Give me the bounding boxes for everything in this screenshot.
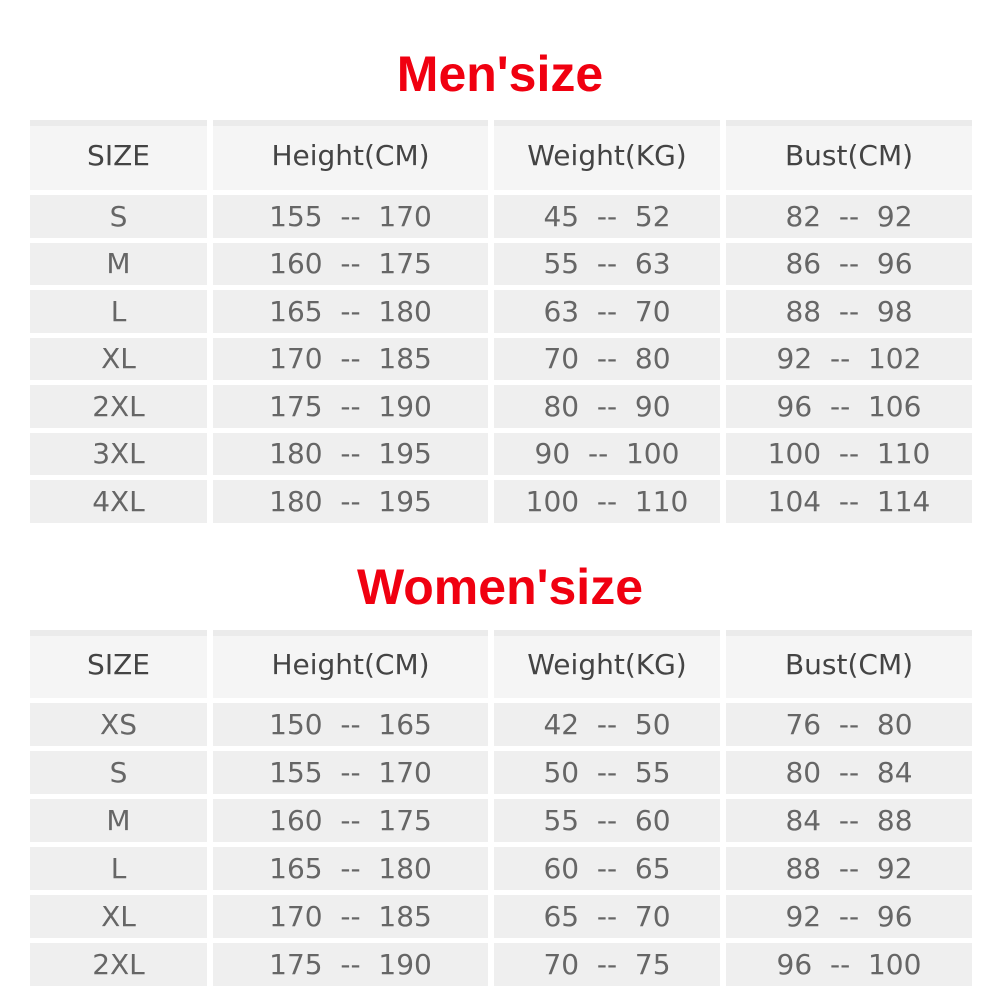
header-cell: SIZE [30, 630, 207, 698]
table-cell: 60 -- 65 [494, 847, 720, 890]
table-cell: 155 -- 170 [213, 751, 488, 794]
table-cell: L [30, 847, 207, 890]
table-cell: 70 -- 80 [494, 337, 720, 380]
table-cell: 88 -- 92 [726, 847, 972, 890]
table-cell: 4XL [30, 480, 207, 523]
header-cell: SIZE [30, 120, 207, 190]
table-cell: 104 -- 114 [726, 480, 972, 523]
table-cell: 165 -- 180 [213, 290, 488, 333]
table-cell: S [30, 751, 207, 794]
men-size-table: SIZE Height(CM) Weight(KG) Bust(CM) S 155 -- … [30, 120, 972, 528]
table-cell: 2XL [30, 943, 207, 986]
table-cell: 90 -- 100 [494, 432, 720, 475]
table-cell: 55 -- 60 [494, 799, 720, 842]
table-cell: 160 -- 175 [213, 242, 488, 285]
table-cell: 65 -- 70 [494, 895, 720, 938]
table-row: 2XL 175 -- 190 70 -- 75 96 -- 100 [30, 943, 972, 986]
table-cell: 96 -- 106 [726, 385, 972, 428]
table-cell: L [30, 290, 207, 333]
table-row: 2XL 175 -- 190 80 -- 90 96 -- 106 [30, 385, 972, 428]
table-cell: 76 -- 80 [726, 703, 972, 746]
header-row: SIZE Height(CM) Weight(KG) Bust(CM) [30, 630, 972, 698]
table-cell: 86 -- 96 [726, 242, 972, 285]
table-cell: 55 -- 63 [494, 242, 720, 285]
table-cell: 150 -- 165 [213, 703, 488, 746]
header-cell: Bust(CM) [726, 630, 972, 698]
table-cell: M [30, 242, 207, 285]
table-row: XL 170 -- 185 65 -- 70 92 -- 96 [30, 895, 972, 938]
table-cell: 42 -- 50 [494, 703, 720, 746]
table-row: L 165 -- 180 60 -- 65 88 -- 92 [30, 847, 972, 890]
table-row: 3XL 180 -- 195 90 -- 100 100 -- 110 [30, 432, 972, 475]
table-cell: 160 -- 175 [213, 799, 488, 842]
table-cell: 175 -- 190 [213, 943, 488, 986]
table-cell: 80 -- 84 [726, 751, 972, 794]
women-size-title: Women'size [356, 559, 644, 615]
table-cell: 100 -- 110 [726, 432, 972, 475]
header-cell: Bust(CM) [726, 120, 972, 190]
table-cell: S [30, 195, 207, 238]
women-size-table: SIZE Height(CM) Weight(KG) Bust(CM) XS 150 --… [30, 630, 972, 991]
table-cell: 45 -- 52 [494, 195, 720, 238]
table-cell: 165 -- 180 [213, 847, 488, 890]
table-cell: 92 -- 96 [726, 895, 972, 938]
table-cell: 50 -- 55 [494, 751, 720, 794]
table-row: S 155 -- 170 50 -- 55 80 -- 84 [30, 751, 972, 794]
table-cell: 170 -- 185 [213, 895, 488, 938]
table-cell: 70 -- 75 [494, 943, 720, 986]
table-cell: 155 -- 170 [213, 195, 488, 238]
header-cell: Weight(KG) [494, 630, 720, 698]
table-cell: 82 -- 92 [726, 195, 972, 238]
table-cell: 170 -- 185 [213, 337, 488, 380]
table-cell: XS [30, 703, 207, 746]
table-cell: 180 -- 195 [213, 480, 488, 523]
header-cell: Height(CM) [213, 120, 488, 190]
table-row: 4XL 180 -- 195 100 -- 110 104 -- 114 [30, 480, 972, 523]
table-row: M 160 -- 175 55 -- 60 84 -- 88 [30, 799, 972, 842]
header-row: SIZE Height(CM) Weight(KG) Bust(CM) [30, 120, 972, 190]
table-cell: 96 -- 100 [726, 943, 972, 986]
table-cell: 63 -- 70 [494, 290, 720, 333]
table-row: XS 150 -- 165 42 -- 50 76 -- 80 [30, 703, 972, 746]
table-cell: 92 -- 102 [726, 337, 972, 380]
table-cell: 180 -- 195 [213, 432, 488, 475]
men-size-title: Men'size [396, 46, 604, 102]
table-cell: 88 -- 98 [726, 290, 972, 333]
table-cell: 2XL [30, 385, 207, 428]
table-cell: 175 -- 190 [213, 385, 488, 428]
header-cell: Height(CM) [213, 630, 488, 698]
table-row: XL 170 -- 185 70 -- 80 92 -- 102 [30, 337, 972, 380]
table-row: L 165 -- 180 63 -- 70 88 -- 98 [30, 290, 972, 333]
table-cell: XL [30, 895, 207, 938]
table-cell: 80 -- 90 [494, 385, 720, 428]
table-cell: M [30, 799, 207, 842]
table-row: S 155 -- 170 45 -- 52 82 -- 92 [30, 195, 972, 238]
table-cell: 3XL [30, 432, 207, 475]
table-cell: XL [30, 337, 207, 380]
table-row: M 160 -- 175 55 -- 63 86 -- 96 [30, 242, 972, 285]
table-cell: 84 -- 88 [726, 799, 972, 842]
header-cell: Weight(KG) [494, 120, 720, 190]
table-cell: 100 -- 110 [494, 480, 720, 523]
